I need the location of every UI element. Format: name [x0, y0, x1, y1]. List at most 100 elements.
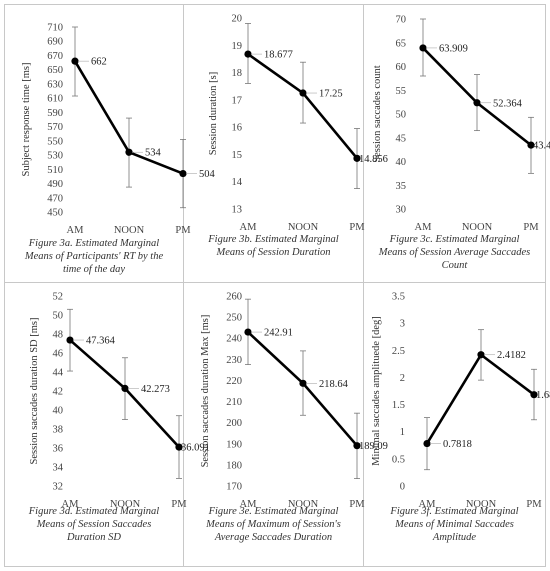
data-label: 0.7818	[443, 439, 472, 450]
grid-border	[363, 4, 364, 567]
y-tick-label: 65	[396, 38, 407, 49]
data-label: 36.091	[181, 443, 210, 454]
x-tick-label: NOON	[288, 499, 319, 510]
data-point	[353, 442, 361, 450]
data-point	[419, 44, 427, 52]
x-tick-label: NOON	[110, 499, 141, 510]
data-point	[175, 443, 183, 451]
y-tick-label: 230	[226, 355, 242, 366]
data-point	[423, 439, 431, 448]
figure-caption: Figure 3e. Estimated Marginal Means of M…	[206, 506, 341, 543]
data-label: 63.909	[439, 43, 468, 54]
y-tick-label: 52	[53, 292, 64, 303]
x-tick-label: PM	[526, 499, 542, 510]
y-tick-label: 570	[47, 122, 63, 133]
data-point	[353, 154, 361, 162]
chart-panel: 170 180 190 200 210 220 230 240 250 260 Session sa…	[184, 283, 388, 566]
y-axis-label: Session saccades count	[372, 65, 383, 162]
figure-caption: Figure 3c. Estimated Marginal Means of S…	[378, 234, 531, 271]
y-tick-label: 16	[232, 123, 243, 134]
y-tick-label: 250	[226, 313, 242, 324]
x-tick-label: NOON	[466, 499, 497, 510]
data-point	[530, 391, 538, 399]
series-line	[247, 53, 359, 160]
data-point	[477, 351, 485, 359]
chart-svg: 30 35 40 45 50 55 60 65 70 Session saccades count…	[372, 15, 550, 234]
data-point	[473, 99, 481, 107]
y-tick-label: 550	[47, 136, 63, 147]
y-tick-label: 20	[232, 14, 243, 25]
y-tick-label: 70	[396, 15, 407, 26]
y-tick-label: 650	[47, 65, 63, 76]
data-point	[299, 379, 307, 387]
chart-panel: 0 0.5 1 1.5 2 2.5 3 3.5 Minimal saccades amplitu…	[364, 283, 550, 566]
data-label: 42.273	[141, 384, 170, 395]
y-axis-label: Subject response time [ms]	[21, 62, 32, 176]
y-tick-label: 190	[226, 439, 242, 450]
y-tick-label: 38	[53, 425, 64, 436]
chart-panel: 450 470 490 510 530 550 570 590 610 630 650 670 690 7…	[5, 5, 216, 282]
chart-panel: 13 14 15 16 17 18 19 20 Session duration [s] AM NO…	[184, 5, 388, 282]
y-tick-label: 590	[47, 108, 63, 119]
y-tick-label: 1.5	[392, 400, 405, 411]
data-label: 218.64	[319, 379, 349, 390]
data-label: 2.4182	[497, 350, 526, 361]
y-tick-label: 530	[47, 151, 63, 162]
x-tick-label: AM	[240, 222, 258, 233]
y-tick-label: 44	[53, 368, 64, 379]
y-tick-label: 610	[47, 94, 63, 105]
y-tick-label: 3.5	[392, 292, 405, 303]
y-tick-label: 710	[47, 23, 63, 34]
y-tick-label: 40	[396, 157, 407, 168]
x-tick-label: PM	[523, 222, 539, 233]
data-label: 662	[91, 57, 107, 68]
data-point	[66, 336, 74, 344]
data-label: 189.09	[359, 441, 388, 452]
data-label: 17.25	[319, 89, 343, 100]
data-label: 242.91	[264, 328, 293, 339]
x-tick-label: NOON	[288, 222, 319, 233]
y-tick-label: 0.5	[392, 454, 405, 465]
y-tick-label: 60	[396, 62, 407, 73]
y-tick-label: 170	[226, 482, 242, 493]
chart-svg: 13 14 15 16 17 18 19 20 Session duration [s] AM NO…	[208, 14, 388, 234]
data-label: 47.364	[86, 336, 116, 347]
y-tick-label: 1	[400, 427, 405, 438]
y-tick-label: 17	[232, 95, 243, 106]
y-tick-label: 36	[53, 444, 64, 455]
y-tick-label: 2.5	[392, 346, 405, 357]
chart-svg: 32 34 36 38 40 42 44 46 48 50 52 Session saccades d…	[29, 292, 210, 511]
y-tick-label: 260	[226, 292, 242, 303]
grid-border	[545, 4, 546, 567]
y-tick-label: 200	[226, 418, 242, 429]
grid-border	[4, 4, 546, 5]
data-point	[244, 328, 252, 336]
x-tick-label: PM	[175, 225, 191, 236]
y-axis-label: Session saccades duration Max [ms]	[200, 315, 211, 468]
x-tick-label: AM	[62, 499, 80, 510]
grid-border	[4, 282, 546, 283]
y-tick-label: 40	[53, 406, 64, 417]
y-tick-label: 470	[47, 193, 63, 204]
grid-border	[4, 566, 546, 567]
chart-panel: 32 34 36 38 40 42 44 46 48 50 52 Session saccades d…	[5, 283, 210, 566]
x-tick-label: PM	[349, 222, 365, 233]
y-axis-label: Session saccades duration SD [ms]	[29, 318, 40, 465]
data-label: 1.6818	[536, 390, 550, 401]
y-tick-label: 210	[226, 397, 242, 408]
data-label: 504	[199, 169, 216, 180]
x-tick-label: NOON	[462, 222, 493, 233]
figure-caption: Figure 3b. Estimated Marginal Means of S…	[208, 234, 339, 258]
data-point	[527, 141, 535, 149]
data-point	[299, 89, 307, 97]
x-tick-label: AM	[415, 222, 433, 233]
data-label: 14.856	[359, 154, 388, 165]
y-tick-label: 50	[396, 110, 407, 121]
y-tick-label: 19	[232, 41, 243, 52]
y-tick-label: 0	[400, 482, 405, 493]
figure-caption: Figure 3d. Estimated Marginal Means of S…	[28, 506, 160, 543]
y-tick-label: 670	[47, 51, 63, 62]
y-tick-label: 14	[232, 177, 243, 188]
y-tick-label: 48	[53, 330, 64, 341]
y-tick-label: 50	[53, 311, 64, 322]
